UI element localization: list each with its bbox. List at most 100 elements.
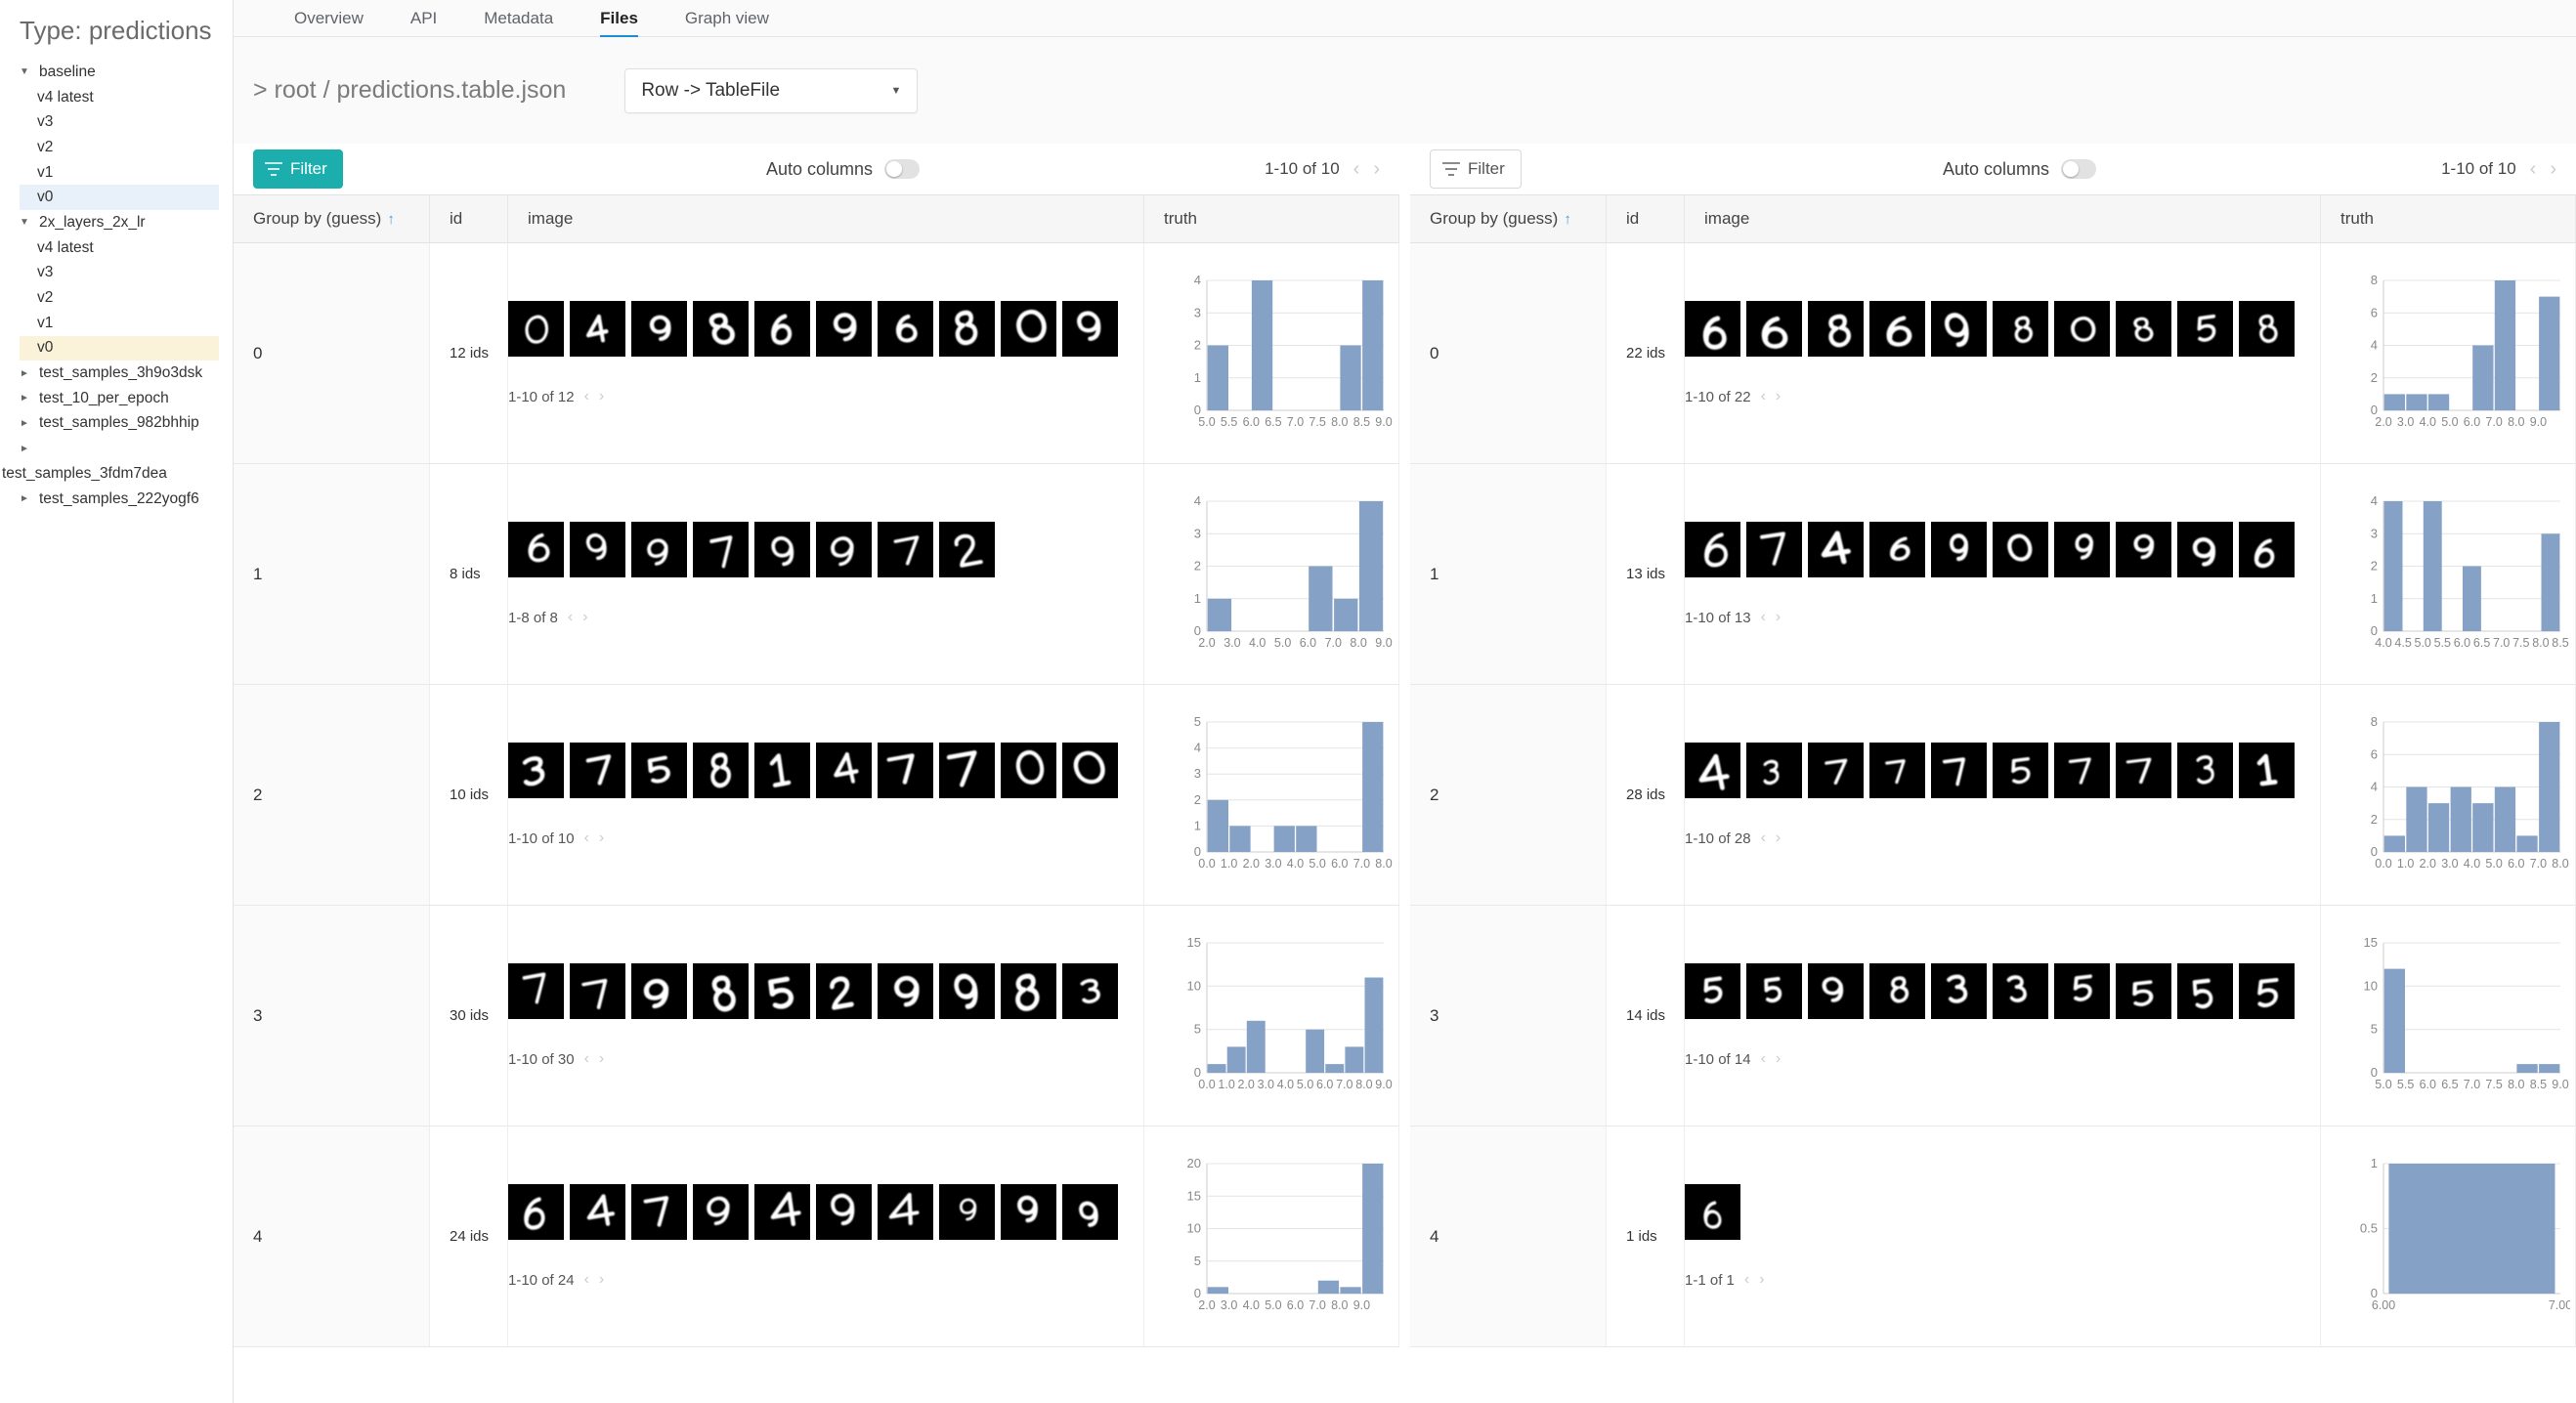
- svg-text:7.0: 7.0: [2530, 857, 2547, 871]
- svg-text:3.0: 3.0: [1221, 1298, 1237, 1312]
- svg-text:1.0: 1.0: [1221, 857, 1237, 871]
- svg-text:6.0: 6.0: [1287, 1298, 1304, 1312]
- svg-text:4: 4: [1194, 740, 1201, 754]
- svg-text:6.0: 6.0: [1331, 857, 1348, 871]
- svg-text:1: 1: [1194, 590, 1201, 605]
- svg-text:6.0: 6.0: [2508, 857, 2524, 871]
- svg-text:3.0: 3.0: [1224, 636, 1240, 650]
- svg-text:2: 2: [2371, 811, 2378, 826]
- svg-text:8.0: 8.0: [1355, 1078, 1372, 1091]
- svg-text:6.5: 6.5: [1265, 415, 1281, 429]
- svg-text:0.0: 0.0: [1198, 857, 1215, 871]
- svg-text:8.0: 8.0: [1331, 1298, 1348, 1312]
- svg-text:0.5: 0.5: [2360, 1220, 2378, 1235]
- svg-text:4: 4: [2371, 337, 2378, 352]
- svg-text:7.0: 7.0: [2493, 636, 2510, 650]
- svg-text:3.0: 3.0: [1258, 1078, 1274, 1091]
- svg-text:20: 20: [1187, 1156, 1201, 1170]
- svg-text:4.0: 4.0: [2375, 636, 2391, 650]
- svg-text:2.0: 2.0: [1198, 636, 1215, 650]
- svg-text:1: 1: [1194, 818, 1201, 832]
- svg-text:6.0: 6.0: [2454, 636, 2470, 650]
- svg-text:6.00: 6.00: [2372, 1298, 2395, 1312]
- svg-text:15: 15: [2364, 935, 2378, 950]
- svg-text:5: 5: [1194, 714, 1201, 729]
- svg-text:6: 6: [2371, 746, 2378, 761]
- svg-text:2: 2: [1194, 791, 1201, 806]
- svg-text:6.0: 6.0: [1300, 636, 1316, 650]
- svg-text:4.5: 4.5: [2394, 636, 2411, 650]
- svg-text:3.0: 3.0: [2397, 415, 2414, 429]
- svg-text:8.0: 8.0: [1331, 415, 1348, 429]
- svg-text:2.0: 2.0: [2420, 857, 2436, 871]
- svg-text:5.0: 5.0: [2485, 857, 2502, 871]
- svg-text:5.0: 5.0: [2375, 1078, 2391, 1091]
- svg-text:3.0: 3.0: [1265, 857, 1281, 871]
- svg-text:10: 10: [1187, 1220, 1201, 1235]
- svg-text:5.0: 5.0: [1265, 1298, 1281, 1312]
- svg-text:15: 15: [1187, 935, 1201, 950]
- svg-text:0.0: 0.0: [1198, 1078, 1215, 1091]
- svg-text:9.0: 9.0: [1353, 1298, 1370, 1312]
- svg-text:2: 2: [1194, 558, 1201, 573]
- svg-text:8.5: 8.5: [2530, 1078, 2547, 1091]
- svg-text:2.0: 2.0: [1198, 1298, 1215, 1312]
- svg-text:8.0: 8.0: [1375, 857, 1392, 871]
- svg-text:7.00: 7.00: [2549, 1298, 2570, 1312]
- svg-text:3.0: 3.0: [2441, 857, 2458, 871]
- svg-text:3: 3: [1194, 305, 1201, 319]
- svg-text:9.0: 9.0: [2530, 415, 2547, 429]
- svg-text:6.0: 6.0: [1243, 415, 1260, 429]
- svg-text:2: 2: [2371, 558, 2378, 573]
- svg-text:2: 2: [2371, 369, 2378, 384]
- svg-text:6.0: 6.0: [2464, 415, 2480, 429]
- svg-text:2.0: 2.0: [1238, 1078, 1255, 1091]
- svg-text:8.0: 8.0: [2508, 1078, 2524, 1091]
- svg-text:5.5: 5.5: [1221, 415, 1237, 429]
- svg-text:1: 1: [2371, 590, 2378, 605]
- svg-text:5.0: 5.0: [2441, 415, 2458, 429]
- svg-text:0.0: 0.0: [2375, 857, 2391, 871]
- svg-text:3: 3: [1194, 766, 1201, 781]
- svg-text:4: 4: [2371, 493, 2378, 508]
- svg-text:7.5: 7.5: [1309, 415, 1325, 429]
- svg-text:5: 5: [1194, 1253, 1201, 1267]
- svg-text:5.5: 5.5: [2397, 1078, 2414, 1091]
- svg-text:4.0: 4.0: [1287, 857, 1304, 871]
- svg-text:8.5: 8.5: [2552, 636, 2568, 650]
- svg-text:8.0: 8.0: [2508, 415, 2524, 429]
- svg-text:7.5: 7.5: [2485, 1078, 2502, 1091]
- svg-text:3: 3: [1194, 526, 1201, 540]
- svg-text:5: 5: [1194, 1021, 1201, 1036]
- svg-text:15: 15: [1187, 1188, 1201, 1203]
- svg-text:9.0: 9.0: [2552, 1078, 2568, 1091]
- svg-text:7.0: 7.0: [2485, 415, 2502, 429]
- svg-text:4.0: 4.0: [2464, 857, 2480, 871]
- svg-text:5: 5: [2371, 1021, 2378, 1036]
- svg-text:4.0: 4.0: [1249, 636, 1266, 650]
- svg-text:8.5: 8.5: [1353, 415, 1370, 429]
- svg-text:9.0: 9.0: [1375, 1078, 1392, 1091]
- svg-text:8.0: 8.0: [1350, 636, 1366, 650]
- svg-text:8: 8: [2371, 273, 2378, 287]
- svg-text:4.0: 4.0: [1243, 1298, 1260, 1312]
- svg-text:7.0: 7.0: [2464, 1078, 2480, 1091]
- svg-text:7.5: 7.5: [2512, 636, 2529, 650]
- svg-text:6.0: 6.0: [2420, 1078, 2436, 1091]
- svg-text:7.0: 7.0: [1336, 1078, 1352, 1091]
- svg-text:8.0: 8.0: [2552, 857, 2568, 871]
- svg-text:1.0: 1.0: [1218, 1078, 1234, 1091]
- svg-text:6.0: 6.0: [1316, 1078, 1333, 1091]
- svg-text:5.5: 5.5: [2434, 636, 2451, 650]
- svg-text:4: 4: [1194, 493, 1201, 508]
- svg-text:7.0: 7.0: [1309, 1298, 1325, 1312]
- svg-text:10: 10: [1187, 978, 1201, 993]
- svg-text:5.0: 5.0: [1309, 857, 1325, 871]
- svg-text:2.0: 2.0: [2375, 415, 2391, 429]
- svg-text:7.0: 7.0: [1353, 857, 1370, 871]
- svg-text:1.0: 1.0: [2397, 857, 2414, 871]
- svg-text:1: 1: [1194, 369, 1201, 384]
- svg-text:4: 4: [1194, 273, 1201, 287]
- svg-text:5.0: 5.0: [1297, 1078, 1313, 1091]
- svg-text:7.0: 7.0: [1325, 636, 1342, 650]
